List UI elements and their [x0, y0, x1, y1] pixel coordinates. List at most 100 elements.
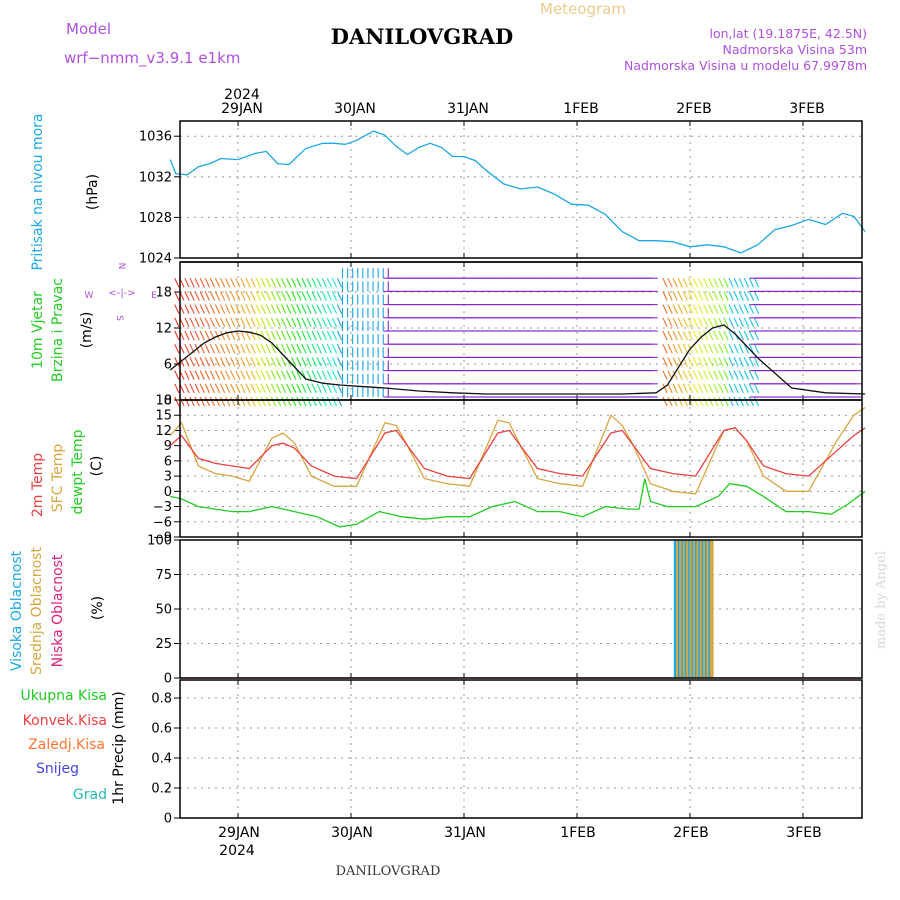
wind-barb	[677, 357, 683, 367]
wind-barb	[265, 396, 271, 407]
wind-barb	[219, 383, 226, 394]
wind-barb	[753, 396, 760, 407]
wind-barb	[199, 357, 205, 367]
wind-barb	[718, 330, 724, 341]
wind-barb	[255, 370, 261, 380]
wind-barb	[672, 291, 678, 301]
wind-barb	[336, 343, 343, 354]
wind-barb	[174, 343, 180, 354]
wind-barb	[326, 330, 332, 341]
wind-barb	[235, 317, 241, 328]
high-cloud-bar	[697, 540, 701, 678]
wind-barb	[250, 383, 256, 394]
wind-barb	[753, 383, 760, 394]
wind-barb	[662, 343, 668, 354]
wind-barb	[189, 304, 195, 314]
wind-barb	[184, 343, 190, 354]
wind-barb	[697, 357, 704, 367]
y-tick-label: 50	[155, 603, 172, 618]
wind-barb	[326, 291, 332, 301]
compass-center: <-|->	[108, 288, 135, 299]
wind-barb	[733, 317, 739, 328]
wind-barb	[194, 396, 200, 407]
wind-barb	[692, 370, 699, 380]
wind-barb	[255, 317, 261, 328]
wind-barb	[199, 277, 205, 288]
wind-barb	[260, 383, 266, 394]
wind-barb	[214, 291, 221, 301]
wind-barb	[281, 383, 287, 394]
y-tick-label: 9	[164, 439, 172, 454]
wind-barb	[250, 317, 256, 328]
wind-barb	[296, 370, 302, 380]
wind-barb	[306, 370, 312, 380]
wind-barb	[275, 396, 282, 407]
wind-barb	[316, 277, 322, 288]
wind-barb	[662, 396, 668, 407]
wind-barb	[240, 330, 246, 341]
wind-barb	[291, 383, 297, 394]
wind-barb	[743, 370, 749, 380]
precip-legend-item: Ukupna Kisa	[20, 688, 107, 704]
wind-barb	[250, 396, 256, 407]
wind-barb	[718, 357, 724, 367]
wind-barb	[250, 357, 256, 367]
wind-barb	[728, 277, 734, 288]
wind-barb	[326, 370, 332, 380]
wind-barb	[738, 343, 744, 354]
wind-barb	[240, 304, 246, 314]
wind-barb	[189, 396, 195, 407]
wind-barb	[687, 330, 694, 341]
wind-barb	[692, 383, 699, 394]
wind-barb	[331, 383, 338, 394]
panel-cloud-yticks: 100 75 50 25 0	[147, 534, 862, 687]
wind-barb	[245, 291, 251, 301]
wind-barb	[199, 383, 205, 394]
wind-barb	[723, 317, 729, 328]
wind-barb	[336, 370, 343, 380]
wind-barb	[301, 317, 307, 328]
wind-barb	[662, 370, 668, 380]
wind-barb	[703, 383, 709, 394]
wind-barb	[321, 330, 327, 341]
wind-barb	[672, 330, 678, 341]
wind-barb	[697, 370, 704, 380]
wind-barb	[697, 277, 704, 288]
wind-barb	[331, 357, 338, 367]
wind-barb	[677, 370, 683, 380]
wind-barb	[270, 330, 277, 341]
wind-barb	[748, 277, 755, 288]
panel-precip-yticks: 0.8 0.6 0.4 0.2 0	[151, 692, 862, 827]
wind-barb	[336, 304, 343, 314]
wind-barb	[692, 317, 699, 328]
wind-barb	[311, 304, 317, 314]
wind-barb	[209, 357, 216, 367]
wind-barb	[672, 304, 678, 314]
wind-barb	[336, 396, 343, 407]
wind-barb	[697, 343, 704, 354]
wind-barb	[723, 291, 729, 301]
wind-barb	[240, 383, 246, 394]
wind-barb	[708, 383, 714, 394]
wind-barb	[687, 317, 694, 328]
time-label: 29JAN	[218, 825, 260, 841]
wind-barb	[316, 383, 322, 394]
wind-barb	[692, 277, 699, 288]
y-tick-label: 100	[147, 534, 172, 549]
y-tick-label: 3	[164, 470, 172, 485]
wind-barb	[667, 343, 673, 354]
pressure-title: Pritisak na nivou mora	[30, 113, 46, 270]
wind-barb	[194, 370, 200, 380]
wind-barb	[225, 291, 231, 301]
wind-barb	[209, 277, 216, 288]
y-tick-label: 1028	[139, 211, 172, 226]
wind-barb	[718, 370, 724, 380]
wind-barb	[291, 304, 297, 314]
wind-barb	[713, 277, 719, 288]
wind-barb	[753, 343, 760, 354]
y-tick-label: 0	[164, 394, 172, 409]
wind-compass: N <-|-> W E S	[85, 263, 158, 322]
wind-barb	[255, 304, 261, 314]
wind-barb	[281, 330, 287, 341]
